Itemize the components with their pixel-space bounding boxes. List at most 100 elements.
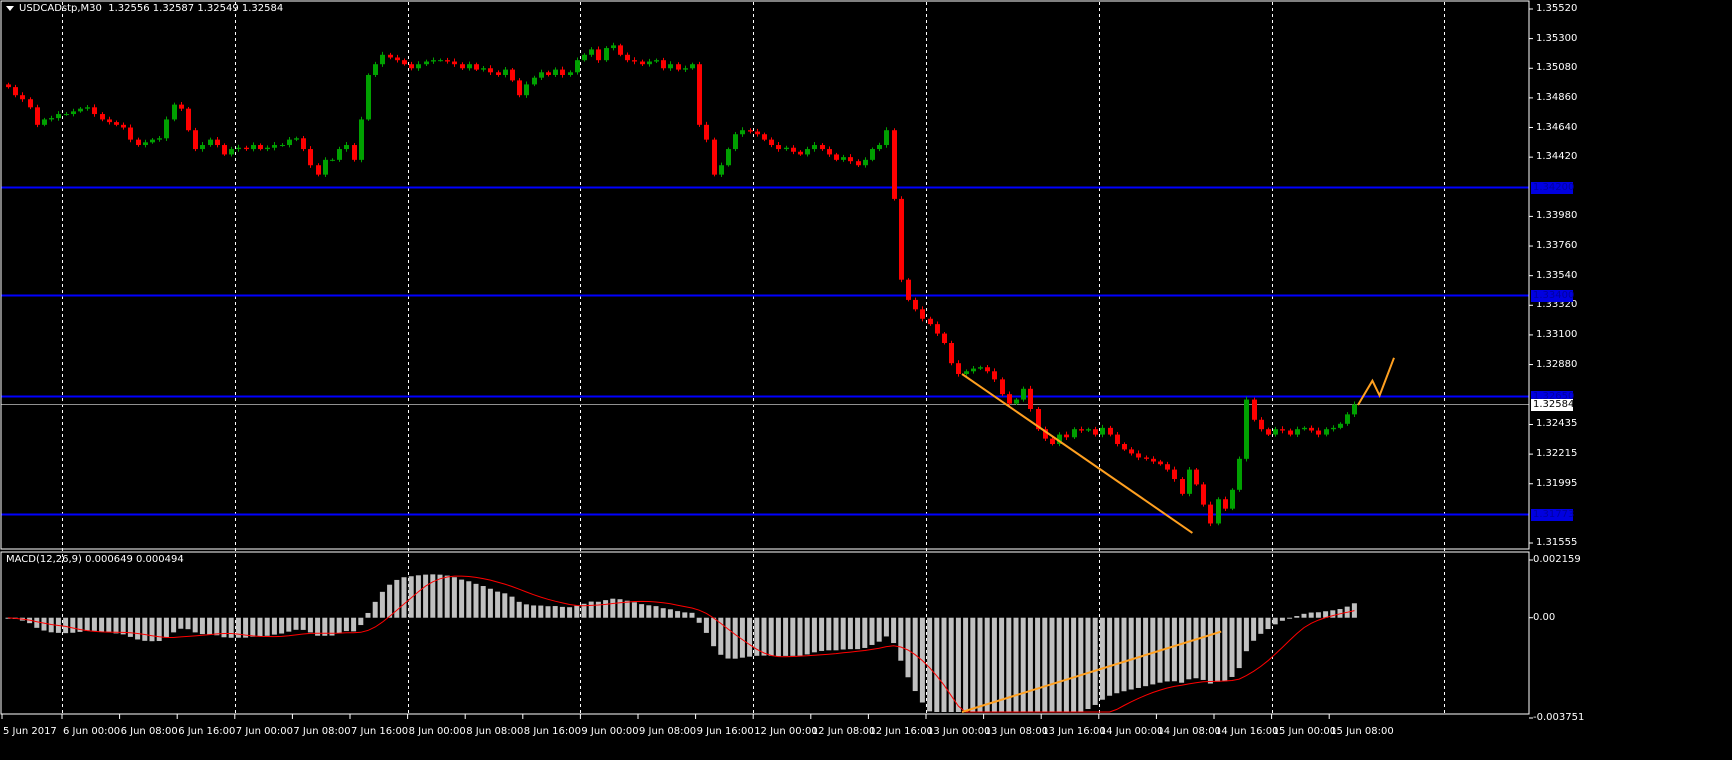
collapse-triangle-icon[interactable] — [6, 5, 14, 11]
time-axis-label: 6 Jun 00:00 — [63, 726, 121, 737]
macd-histogram-bar — [394, 579, 400, 618]
bear-candle — [488, 68, 493, 73]
bear-candle — [712, 139, 717, 175]
bull-candle — [251, 145, 256, 150]
macd-histogram-bar — [451, 577, 457, 618]
time-axis-label: 12 Jun 08:00 — [811, 726, 876, 737]
bull-candle — [1072, 429, 1077, 438]
macd-histogram-bar — [552, 606, 558, 618]
bull-candle — [1338, 423, 1343, 428]
price-axis-label: 1.32215 — [1536, 448, 1578, 460]
macd-histogram-bar — [235, 617, 241, 638]
bear-candle — [6, 84, 11, 88]
macd-histogram-bar — [660, 608, 666, 618]
bull-candle — [208, 139, 213, 146]
macd-histogram-bar — [1315, 612, 1321, 618]
bear-candle — [935, 324, 940, 334]
macd-histogram-bar — [135, 617, 141, 640]
macd-histogram-bar — [862, 617, 868, 648]
macd-histogram-bar — [1049, 617, 1055, 712]
macd-histogram-bar — [574, 605, 580, 618]
bear-candle — [1108, 427, 1113, 435]
macd-histogram-bar — [898, 617, 904, 661]
macd-histogram-bar — [466, 581, 472, 618]
bull-candle — [1100, 427, 1105, 435]
bull-candle — [280, 145, 285, 147]
bear-candle — [596, 49, 601, 61]
macd-histogram-bar — [1323, 611, 1329, 618]
macd-histogram-bar — [689, 612, 695, 618]
bear-candle — [395, 57, 400, 61]
bear-candle — [776, 145, 781, 150]
macd-histogram-bar — [790, 617, 796, 656]
time-axis-label: 7 Jun 00:00 — [235, 726, 293, 737]
macd-histogram-bar — [264, 617, 270, 636]
price-axis-label: 1.33980 — [1536, 210, 1578, 222]
bull-candle — [1237, 458, 1242, 490]
bull-candle — [877, 145, 882, 150]
bull-candle — [78, 108, 83, 112]
macd-histogram-bar — [307, 617, 313, 633]
macd-histogram-bar — [430, 574, 436, 618]
time-axis-label: 12 Jun 00:00 — [754, 726, 818, 737]
macd-histogram-bar — [221, 617, 227, 638]
bear-candle — [1172, 469, 1177, 480]
macd-histogram-bar — [1222, 617, 1228, 682]
macd-histogram-bar — [523, 604, 529, 618]
bull-candle — [373, 64, 378, 75]
time-axis-label: 6 Jun 08:00 — [120, 726, 178, 737]
macd-histogram-bar — [581, 603, 587, 618]
macd-histogram-bar — [840, 617, 846, 650]
bull-candle — [172, 104, 177, 120]
macd-histogram-bar — [610, 598, 616, 618]
bull-candle — [85, 107, 90, 109]
bear-candle — [661, 60, 666, 69]
bear-candle — [1309, 427, 1314, 431]
macd-histogram-bar — [934, 617, 940, 712]
bull-candle — [1086, 429, 1091, 431]
bear-candle — [179, 104, 184, 109]
bull-candle — [438, 60, 443, 62]
time-axis-label: 9 Jun 08:00 — [639, 726, 697, 737]
bear-candle — [1252, 399, 1257, 420]
macd-histogram-bar — [1193, 617, 1199, 679]
bull-candle — [330, 159, 335, 161]
time-axis-label: 15 Jun 00:00 — [1272, 726, 1337, 737]
macd-histogram-bar — [300, 617, 306, 630]
bull-candle — [143, 142, 148, 146]
bear-candle — [1288, 430, 1293, 435]
price-axis-label: 1.33100 — [1536, 328, 1578, 340]
macd-histogram-bar — [408, 576, 414, 618]
macd-histogram-bar — [725, 617, 731, 659]
macd-histogram-bar — [387, 584, 393, 618]
bull-candle — [1244, 399, 1249, 459]
bull-candle — [582, 54, 587, 61]
price-axis-label: 1.32880 — [1536, 358, 1578, 370]
macd-histogram-bar — [991, 617, 997, 712]
macd-histogram-bar — [228, 617, 234, 638]
price-axis-label: 1.35300 — [1536, 32, 1578, 44]
bull-candle — [733, 134, 738, 150]
bull-candle — [568, 72, 573, 75]
bull-candle — [1216, 499, 1221, 524]
macd-histogram-bar — [1071, 617, 1077, 712]
bear-candle — [1208, 504, 1213, 524]
bull-candle — [380, 54, 385, 65]
bear-candle — [1280, 429, 1285, 431]
macd-histogram-bar — [34, 617, 40, 628]
bear-candle — [625, 54, 630, 61]
trendline-drawings[interactable] — [961, 357, 1395, 713]
macd-histogram-bar — [5, 617, 11, 619]
macd-histogram-bar — [595, 601, 601, 618]
price-axis-label: 1.33320 — [1536, 299, 1578, 311]
bull-candle — [164, 119, 169, 139]
bull-candle — [1324, 429, 1329, 435]
horizontal-levels[interactable] — [1, 186, 1529, 516]
bear-candle — [632, 60, 637, 62]
bull-candle — [539, 72, 544, 78]
bear-candle — [755, 131, 760, 135]
axis-ticks — [1, 8, 1533, 719]
level-price-tag: 1.34200 — [1531, 181, 1575, 194]
bear-candle — [222, 145, 227, 155]
